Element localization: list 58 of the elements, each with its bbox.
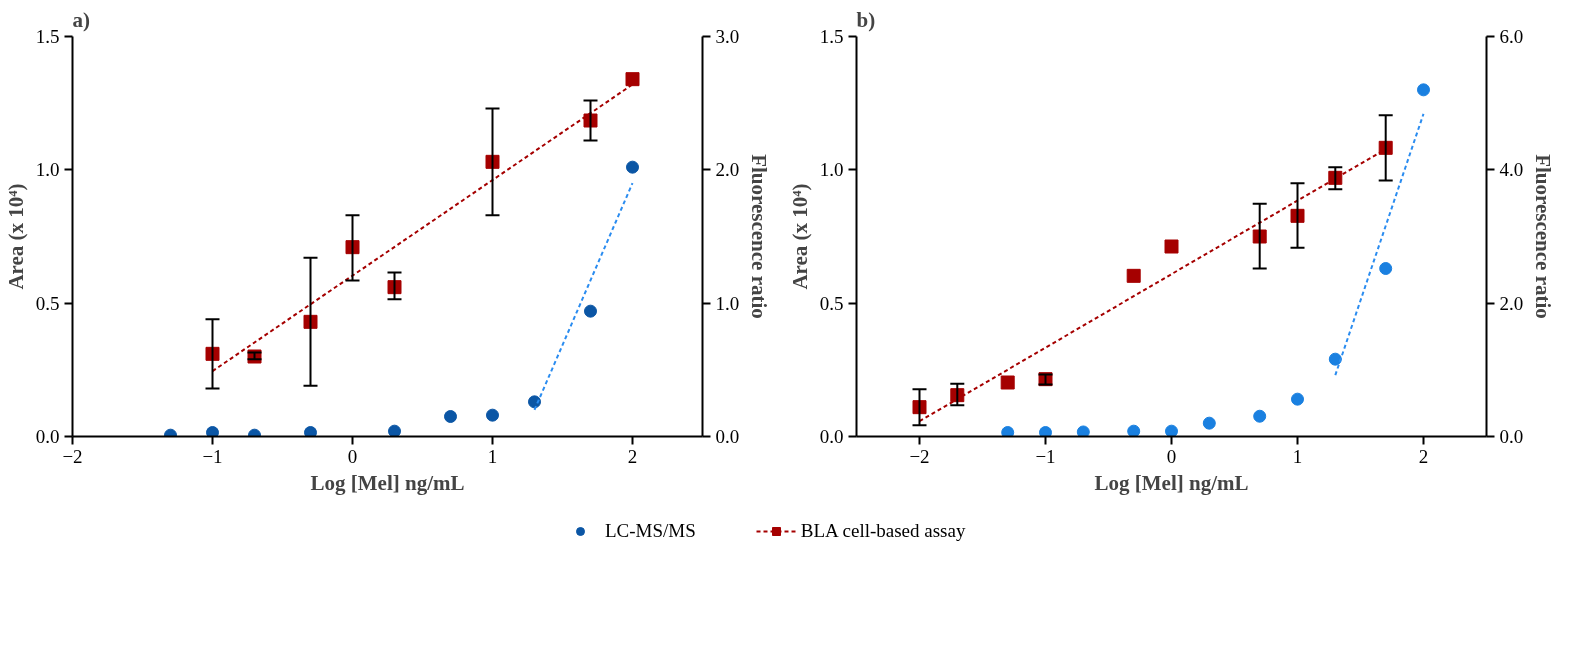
point xyxy=(304,426,317,437)
x-tick-label: −1 xyxy=(202,445,223,467)
point xyxy=(444,410,457,423)
y-axis-title: Area (x 10⁴) xyxy=(3,183,28,290)
point xyxy=(1202,416,1216,430)
point xyxy=(1127,424,1141,437)
point xyxy=(1291,392,1304,406)
point xyxy=(626,160,639,174)
y2-tick-label: 2.0 xyxy=(1499,292,1524,314)
y2-tick-label: 2.0 xyxy=(715,159,740,181)
y2-tick-label: 3.0 xyxy=(715,26,740,47)
point xyxy=(1417,83,1430,97)
point xyxy=(1039,426,1052,437)
y2-tick-label: 1.0 xyxy=(715,292,740,314)
point xyxy=(1001,426,1015,437)
chart-title: a) xyxy=(72,7,90,32)
point xyxy=(388,424,401,437)
x-tick-label: 2 xyxy=(1418,445,1429,467)
chart-title: b) xyxy=(856,7,876,32)
legend-label: LC-MS/MS xyxy=(605,520,696,542)
y-tick-label: 1.5 xyxy=(819,26,844,47)
y2-tick-label: 0.0 xyxy=(715,426,740,447)
point xyxy=(1328,352,1342,366)
point xyxy=(625,72,640,87)
y-tick-label: 0.0 xyxy=(35,426,60,447)
x-axis-title: Log [Mel] ng/mL xyxy=(1094,470,1249,495)
point xyxy=(1164,239,1179,254)
x-tick-label: 1 xyxy=(487,445,498,467)
point xyxy=(584,304,597,318)
legend-label: BLA cell-based assay xyxy=(800,520,966,542)
y-tick-label: 1.0 xyxy=(35,159,60,181)
point xyxy=(1000,375,1015,390)
point xyxy=(1253,409,1267,423)
x-tick-label: −2 xyxy=(909,445,930,467)
y2-tick-label: 6.0 xyxy=(1499,26,1524,47)
y-axis-title: Area (x 10⁴) xyxy=(787,183,812,290)
x-tick-label: 1 xyxy=(1292,445,1303,467)
y-tick-label: 0.0 xyxy=(819,426,844,447)
x-tick-label: 0 xyxy=(1166,445,1177,467)
y-tick-label: 0.5 xyxy=(819,292,844,314)
y2-tick-label: 0.0 xyxy=(1499,426,1524,447)
y-tick-label: 1.5 xyxy=(35,26,60,47)
point xyxy=(1165,424,1178,437)
y-tick-label: 0.5 xyxy=(35,292,60,314)
x-tick-label: −2 xyxy=(62,445,83,467)
y-tick-label: 1.0 xyxy=(819,159,844,181)
point xyxy=(1076,425,1090,437)
x-tick-label: 0 xyxy=(347,445,358,467)
y2-axis-title: Fluorescence ratio xyxy=(1531,154,1556,319)
y2-axis-title: Fluorescence ratio xyxy=(747,154,772,319)
x-tick-label: 2 xyxy=(627,445,638,467)
point xyxy=(486,408,499,422)
y2-tick-label: 4.0 xyxy=(1499,159,1524,181)
point xyxy=(206,426,219,437)
point xyxy=(1379,262,1393,275)
x-tick-label: −1 xyxy=(1035,445,1056,467)
point xyxy=(1126,268,1141,283)
x-axis-title: Log [Mel] ng/mL xyxy=(310,470,465,495)
